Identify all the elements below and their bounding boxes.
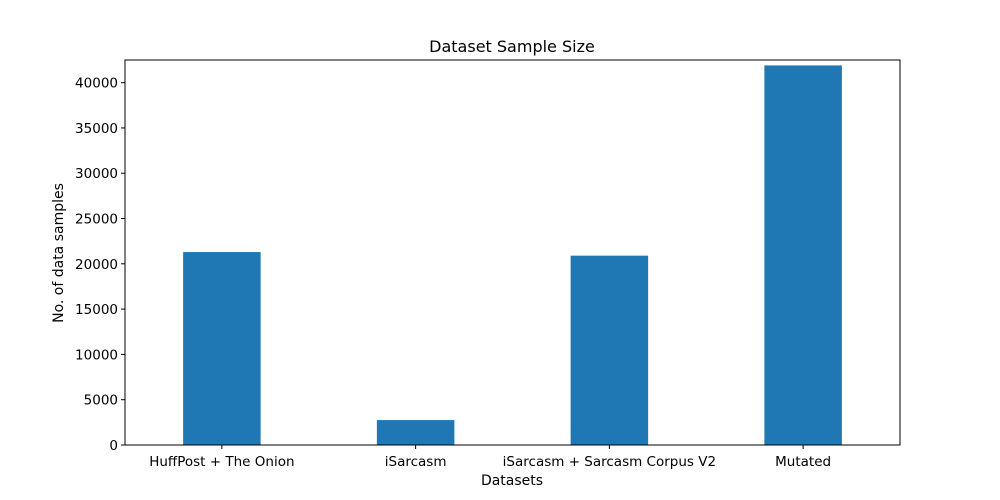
bar-3 [764,65,842,445]
x-axis-label: Datasets [481,473,543,489]
bar-1 [376,420,455,445]
y-tick-label: 0 [109,438,118,454]
y-tick-label: 40000 [75,76,118,92]
y-tick-label: 35000 [75,121,118,137]
plot-frame [124,59,901,446]
y-tick-label: 20000 [75,257,118,273]
x-tick-label: Mutated [775,454,831,470]
y-axis-ticks: 0 5000 10000 15000 20000 25000 30000 35000 40000 [75,76,125,454]
y-tick-label: 5000 [84,393,118,409]
bar-2 [570,255,649,445]
x-axis-ticks: HuffPost + The Onion iSarcasm iSarcasm + S… [149,445,831,470]
chart-title: Dataset Sample Size [429,37,595,56]
y-axis-label: No. of data samples [51,183,67,323]
bar-0 [183,252,261,445]
bar-group [183,65,842,445]
x-tick-label: iSarcasm + Sarcasm Corpus V2 [503,454,716,470]
y-tick-label: 10000 [75,347,118,363]
y-tick-label: 25000 [75,212,118,228]
y-tick-label: 15000 [75,302,118,318]
y-tick-label: 30000 [75,166,118,182]
x-tick-label: HuffPost + The Onion [149,454,294,470]
x-tick-label: iSarcasm [385,454,447,470]
